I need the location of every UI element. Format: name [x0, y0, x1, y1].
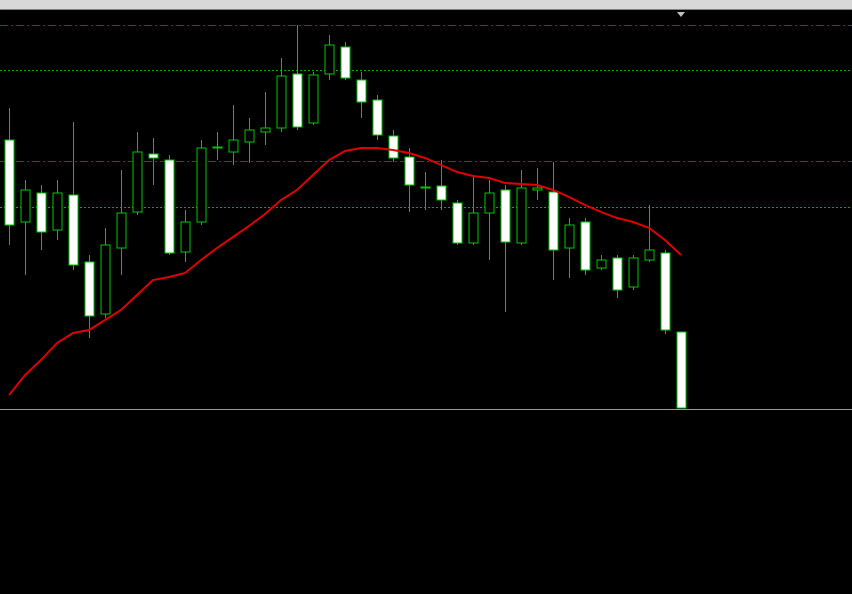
moving-average-line [8, 147, 682, 396]
candle-body [644, 249, 655, 261]
candle-body [628, 257, 639, 288]
candle-body [116, 212, 127, 249]
candle-body [612, 257, 623, 291]
candle-body [564, 224, 575, 249]
candle-body [500, 189, 511, 243]
candle-body [532, 187, 543, 191]
candle-body [468, 212, 479, 244]
candle-body [308, 74, 319, 124]
candle-body [356, 79, 367, 103]
candle-body [196, 147, 207, 223]
candle-body [596, 259, 607, 269]
candle-body [660, 252, 671, 331]
candle-body [164, 159, 175, 254]
candle-body [212, 146, 223, 149]
candle-body [324, 44, 335, 75]
candle-body [436, 185, 447, 201]
candle-body [260, 127, 271, 133]
candle-body [36, 192, 47, 233]
candle-body [372, 99, 383, 136]
candle-body [100, 244, 111, 315]
candle-body [548, 191, 559, 251]
candle-body [228, 139, 239, 153]
candle-body [180, 221, 191, 253]
candle-body [148, 153, 159, 159]
candle-body [404, 156, 415, 186]
candle-body [68, 194, 79, 266]
candle-body [276, 75, 287, 129]
candle-body [132, 151, 143, 213]
candle-body [340, 46, 351, 79]
candle-body [676, 331, 687, 409]
candle-body [420, 186, 431, 189]
top-bar [0, 0, 852, 9]
candle-body [84, 261, 95, 317]
candle-body [292, 73, 303, 128]
candle-body [388, 135, 399, 159]
plot-area [0, 25, 852, 409]
candle-body [244, 129, 255, 143]
candle-body [4, 139, 15, 226]
candle-body [516, 187, 527, 244]
candle-body [20, 189, 31, 223]
candle-body [52, 192, 63, 231]
candle-body [452, 202, 463, 244]
candle-body [580, 221, 591, 271]
shift-marker [677, 12, 685, 17]
candle-body [484, 192, 495, 214]
